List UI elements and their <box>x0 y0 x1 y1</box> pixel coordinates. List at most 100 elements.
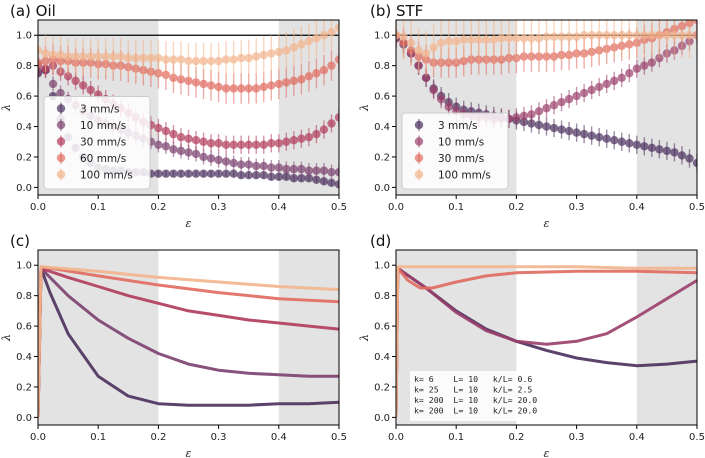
data-point <box>429 43 438 52</box>
data-point <box>252 84 261 93</box>
data-point <box>94 52 103 61</box>
data-point <box>176 146 186 156</box>
axes-frame <box>395 19 698 196</box>
data-point <box>267 172 276 181</box>
data-point <box>131 53 141 63</box>
data-point <box>184 76 193 86</box>
data-point <box>625 69 634 78</box>
data-point <box>297 75 306 84</box>
data-point <box>692 158 697 168</box>
data-point <box>199 137 208 146</box>
data-point <box>429 85 438 95</box>
data-point <box>289 174 299 183</box>
data-point <box>282 137 291 146</box>
data-point <box>647 143 657 153</box>
x-tick-label: 0.0 <box>30 202 46 213</box>
data-point <box>236 171 246 180</box>
data-point <box>63 72 73 81</box>
data-point <box>452 37 461 46</box>
data-point <box>334 55 339 64</box>
data-point <box>677 151 687 160</box>
data-point <box>289 136 299 145</box>
data-point <box>549 32 559 41</box>
y-tick-label: 0.4 <box>16 352 32 363</box>
data-point <box>534 107 544 116</box>
y-axis-label: λ <box>0 334 13 342</box>
y-tick-label: 0.0 <box>16 413 32 424</box>
x-axis-label: ε <box>186 217 192 230</box>
data-point <box>617 137 626 146</box>
data-point <box>594 132 604 142</box>
data-point <box>444 102 453 111</box>
data-point <box>184 134 193 143</box>
data-point <box>244 160 253 169</box>
parameter-legend: k= 6 L= 10 k/L= 0.6k= 25 L= 10 k/L= 2.5k… <box>410 371 542 421</box>
data-point <box>221 140 231 149</box>
data-point <box>169 169 178 178</box>
y-tick-label: 0.6 <box>16 92 32 103</box>
series-line <box>396 266 697 418</box>
data-point <box>312 166 321 175</box>
data-point <box>319 31 329 40</box>
y-tick-label: 0.6 <box>374 92 390 103</box>
data-point <box>594 82 604 92</box>
data-point <box>632 140 641 149</box>
legend-box <box>401 112 509 190</box>
data-point <box>594 31 604 40</box>
y-tick-label: 1.0 <box>374 261 390 272</box>
x-tick-label: 0.5 <box>689 432 705 443</box>
axes-frame <box>395 249 698 426</box>
data-point <box>579 31 589 40</box>
data-point <box>632 31 641 40</box>
data-point <box>282 46 291 55</box>
data-point <box>221 169 231 178</box>
data-point <box>572 91 581 101</box>
data-point <box>647 58 657 67</box>
data-point <box>78 81 88 90</box>
data-point <box>154 123 163 133</box>
legend-entry: 3 mm/s <box>80 104 119 116</box>
data-point <box>685 31 694 40</box>
data-point <box>176 55 186 64</box>
data-point <box>191 169 201 178</box>
x-tick-label: 0.2 <box>508 432 524 443</box>
data-point <box>414 46 423 55</box>
series-line <box>396 266 697 418</box>
data-point <box>71 76 80 86</box>
data-point <box>587 85 596 95</box>
data-point <box>259 161 268 171</box>
data-point <box>655 145 664 154</box>
y-tick-label: 1.0 <box>16 31 32 42</box>
data-point <box>319 66 329 75</box>
data-point <box>289 43 299 52</box>
data-point <box>640 142 649 151</box>
legend-marker <box>414 153 424 163</box>
x-tick-label: 0.1 <box>448 432 464 443</box>
legend-entry: 100 mm/s <box>438 170 491 182</box>
data-point <box>564 94 574 104</box>
data-point <box>169 55 178 64</box>
data-point <box>617 31 626 40</box>
y-tick-label: 0.2 <box>16 382 32 393</box>
data-point <box>86 85 95 95</box>
data-point <box>312 129 321 139</box>
data-point <box>229 169 238 178</box>
y-tick-label: 0.4 <box>16 122 32 133</box>
data-point <box>206 139 216 148</box>
data-point <box>236 53 246 63</box>
data-point <box>297 134 306 143</box>
panel-d: 0.0 0.1 0.2 0.3 0.4 0.5 0.0 0.2 0.4 0.6 0.8 1.0 ε λ (d… <box>358 232 705 458</box>
data-point <box>274 47 283 57</box>
x-axis-label: ε <box>544 447 550 458</box>
data-point <box>236 140 246 149</box>
series-line <box>38 266 339 418</box>
x-tick-label: 0.2 <box>150 202 166 213</box>
axes-frame <box>37 249 340 426</box>
panel-title: (d) <box>370 232 391 250</box>
data-point <box>334 113 339 122</box>
data-point <box>289 164 299 174</box>
y-tick-label: 0.2 <box>16 152 32 163</box>
data-point <box>685 154 694 163</box>
data-point <box>199 152 208 162</box>
data-point <box>229 84 238 93</box>
